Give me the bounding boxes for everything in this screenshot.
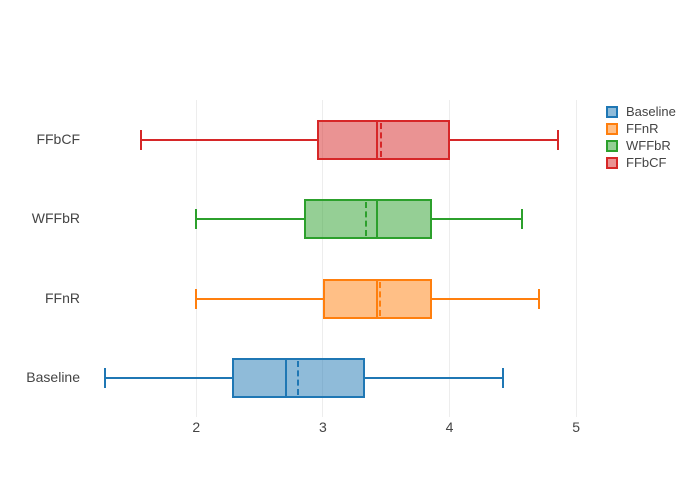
whisker-hi-wffbr [431,218,522,221]
whisker-cap-min-ffbcf [139,129,142,150]
x-axis-tick-3: 3 [319,419,327,435]
whisker-cap-max-baseline [501,368,504,389]
legend-swatch-ffnr-icon [606,122,618,135]
legend: Baseline FFnR WFFbR FFbCF [606,103,676,171]
legend-label-ffnr: FFnR [626,121,659,136]
whisker-cap-max-ffnr [538,288,541,309]
whisker-lo-wffbr [196,218,304,221]
whisker-cap-min-wffbr [195,209,198,230]
mean-line-ffbcf [380,122,383,157]
gridline-x-3 [322,100,324,417]
whisker-hi-ffbcf [449,138,559,141]
legend-item-ffnr[interactable]: FFnR [606,120,676,137]
legend-label-baseline: Baseline [626,104,676,119]
whisker-cap-min-ffnr [195,288,198,309]
legend-swatch-wffbr-icon [606,139,618,152]
median-line-ffnr [376,278,379,319]
y-axis-label-baseline: Baseline [26,369,80,386]
whisker-lo-ffbcf [140,138,317,141]
legend-swatch-baseline-icon [606,105,618,118]
whisker-cap-max-ffbcf [557,129,560,150]
whisker-lo-ffnr [196,297,323,300]
whisker-cap-min-baseline [104,368,107,389]
legend-label-ffbcf: FFbCF [626,155,667,170]
legend-swatch-ffbcf-icon [606,156,618,169]
box-ffbcf[interactable] [316,119,450,160]
median-line-baseline [285,358,288,399]
legend-item-ffbcf[interactable]: FFbCF [606,154,676,171]
mean-line-ffnr [378,281,381,316]
y-axis-label-wffbr: WFFbR [31,210,80,227]
whisker-cap-max-wffbr [520,209,523,230]
median-line-wffbr [376,199,379,240]
x-axis-tick-5: 5 [572,419,581,435]
mean-line-wffbr [364,202,367,237]
x-axis-tick-2: 2 [192,419,201,435]
x-axis-tick-4: 4 [445,419,454,435]
whisker-lo-baseline [105,377,232,380]
whisker-hi-baseline [364,377,503,380]
y-axis-label-ffbcf: FFbCF [36,130,80,147]
legend-item-baseline[interactable]: Baseline [606,103,676,120]
box-wffbr[interactable] [303,199,432,240]
y-axis-label-ffnr: FFnR [45,289,80,306]
whisker-hi-ffnr [431,297,540,300]
median-line-ffbcf [376,119,379,160]
legend-label-wffbr: WFFbR [626,138,671,153]
gridline-x-2 [195,100,197,417]
mean-line-baseline [296,361,299,396]
gridline-x-5 [575,100,577,417]
legend-item-wffbr[interactable]: WFFbR [606,137,676,154]
gridline-x-4 [449,100,451,417]
